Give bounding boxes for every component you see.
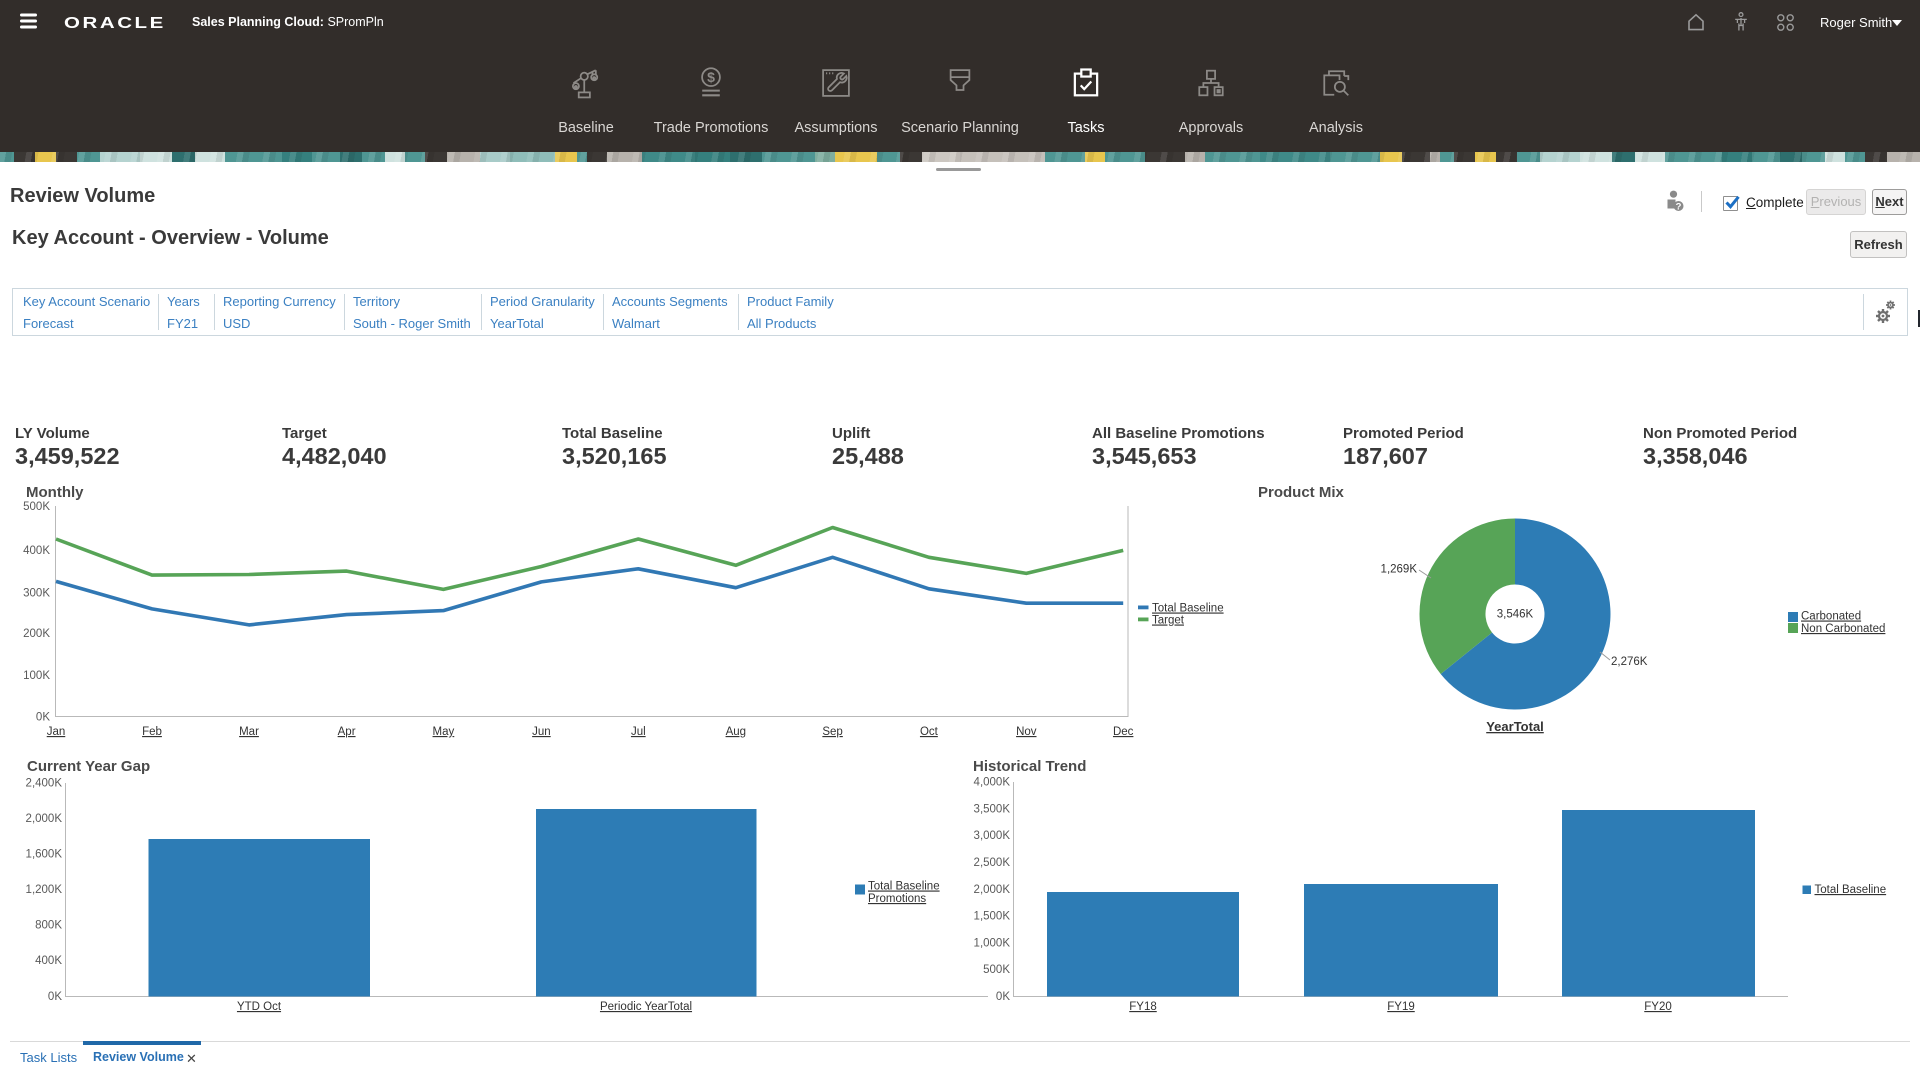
svg-text:Jul: Jul (631, 726, 646, 738)
svg-text:300K: 300K (23, 588, 50, 600)
svg-text:1,500K: 1,500K (974, 911, 1011, 923)
svg-text:0K: 0K (36, 712, 50, 724)
svg-text:100K: 100K (23, 670, 50, 682)
svg-text:FY20: FY20 (1644, 1001, 1672, 1013)
svg-text:3,000K: 3,000K (974, 830, 1011, 842)
svg-text:May: May (433, 726, 455, 738)
svg-text:Promotions: Promotions (868, 893, 926, 905)
svg-text:Dec: Dec (1113, 726, 1134, 738)
svg-text:FY18: FY18 (1129, 1001, 1157, 1013)
svg-text:?: ? (1676, 201, 1682, 212)
svg-text:Aug: Aug (726, 726, 746, 738)
svg-text:Total Baseline: Total Baseline (868, 881, 940, 893)
svg-text:1,200K: 1,200K (26, 884, 63, 896)
svg-text:2,276K: 2,276K (1611, 656, 1648, 668)
svg-text:Nov: Nov (1016, 726, 1037, 738)
svg-text:Monthly: Monthly (26, 484, 84, 501)
svg-text:Product Mix: Product Mix (1258, 484, 1344, 501)
svg-text:Target: Target (1152, 615, 1185, 627)
svg-text:800K: 800K (35, 920, 62, 932)
svg-text:1,269K: 1,269K (1381, 564, 1418, 576)
svg-text:Oct: Oct (920, 726, 939, 738)
svg-text:FY19: FY19 (1387, 1001, 1415, 1013)
svg-text:YTD Oct: YTD Oct (237, 1001, 282, 1013)
svg-text:4,000K: 4,000K (974, 777, 1011, 789)
svg-text:2,400K: 2,400K (26, 778, 63, 790)
svg-text:3,500K: 3,500K (974, 803, 1011, 815)
svg-text:400K: 400K (23, 545, 50, 557)
svg-text:Carbonated: Carbonated (1801, 611, 1861, 623)
svg-text:Periodic YearTotal: Periodic YearTotal (600, 1001, 692, 1013)
svg-text:Jun: Jun (532, 726, 551, 738)
svg-text:Non Carbonated: Non Carbonated (1801, 623, 1885, 635)
svg-text:2,000K: 2,000K (26, 813, 63, 825)
svg-text:Feb: Feb (142, 726, 162, 738)
svg-text:Total Baseline: Total Baseline (1152, 603, 1224, 615)
svg-text:1,000K: 1,000K (974, 937, 1011, 949)
svg-text:0K: 0K (48, 991, 62, 1003)
svg-text:Jan: Jan (47, 726, 66, 738)
svg-text:3,546K: 3,546K (1497, 609, 1534, 621)
svg-text:200K: 200K (23, 628, 50, 640)
svg-text:Total Baseline: Total Baseline (1815, 884, 1887, 896)
svg-text:400K: 400K (35, 955, 62, 967)
svg-text:500K: 500K (23, 501, 50, 513)
svg-text:500K: 500K (983, 964, 1010, 976)
svg-text:Mar: Mar (239, 726, 259, 738)
svg-text:Current Year Gap: Current Year Gap (27, 758, 150, 775)
svg-text:1,600K: 1,600K (26, 849, 63, 861)
svg-text:$: $ (707, 69, 715, 85)
svg-text:YearTotal: YearTotal (1486, 719, 1544, 734)
svg-text:0K: 0K (996, 991, 1010, 1003)
svg-text:Apr: Apr (338, 726, 356, 738)
svg-text:2,000K: 2,000K (974, 884, 1011, 896)
svg-text:Historical Trend: Historical Trend (973, 758, 1086, 775)
svg-text:2,500K: 2,500K (974, 857, 1011, 869)
svg-text:Sep: Sep (822, 726, 842, 738)
